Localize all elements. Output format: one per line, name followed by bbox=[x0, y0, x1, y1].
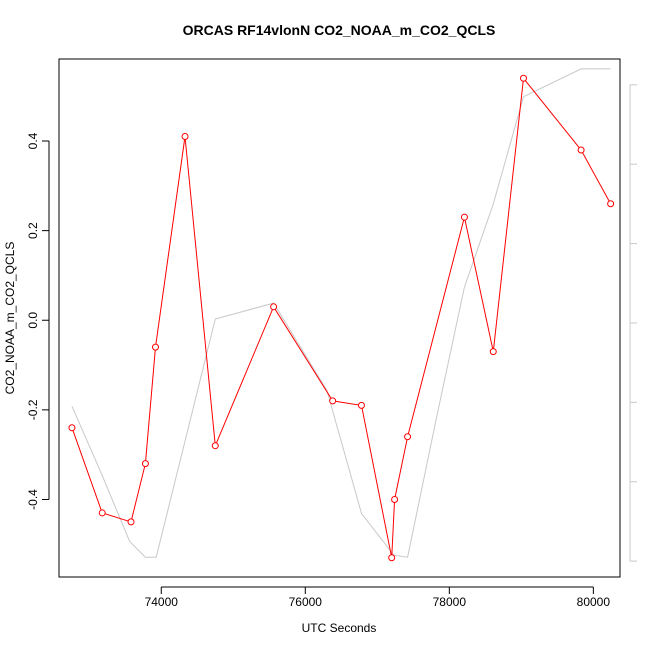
data-point bbox=[519, 74, 527, 82]
data-point bbox=[127, 518, 135, 526]
data-point bbox=[98, 509, 106, 517]
data-point bbox=[152, 343, 160, 351]
y-axis-title: CO2_NOAA_m_CO2_QCLS bbox=[3, 242, 17, 395]
y-axis-right: 020004000600080001000012000 bbox=[629, 68, 650, 565]
data-point bbox=[270, 303, 278, 311]
data-point bbox=[357, 401, 365, 409]
chart-title: ORCAS RF14vlonN CO2_NOAA_m_CO2_QCLS bbox=[183, 22, 496, 38]
x-tick-label: 80000 bbox=[577, 595, 611, 609]
y-tick-label: 0.4 bbox=[26, 132, 40, 149]
data-point bbox=[329, 397, 337, 405]
plot-frame bbox=[58, 58, 621, 578]
y-tick-label: -0.2 bbox=[26, 399, 40, 420]
data-point bbox=[391, 495, 399, 503]
data-point bbox=[577, 146, 585, 154]
x-tick-label: 78000 bbox=[433, 595, 467, 609]
y-tick-label: -0.4 bbox=[26, 489, 40, 510]
y-tick-label: 0.0 bbox=[26, 312, 40, 329]
data-point bbox=[141, 460, 149, 468]
data-point bbox=[181, 133, 189, 141]
x-tick-label: 76000 bbox=[289, 595, 323, 609]
series-line-right bbox=[71, 68, 611, 558]
data-point bbox=[68, 424, 76, 432]
data-point bbox=[460, 213, 468, 221]
data-point bbox=[489, 348, 497, 356]
data-point bbox=[404, 433, 412, 441]
series-line-left bbox=[71, 77, 612, 558]
x-axis: 74000 76000 78000 80000 bbox=[145, 586, 611, 609]
data-point bbox=[607, 200, 615, 208]
y-tick-label: 0.2 bbox=[26, 222, 40, 239]
x-axis-title: UTC Seconds bbox=[302, 621, 377, 635]
series-layer bbox=[68, 68, 615, 562]
data-point bbox=[211, 442, 219, 450]
y-axis-left: -0.4 -0.2 0.0 0.2 0.4 bbox=[26, 132, 50, 510]
x-tick-label: 74000 bbox=[145, 595, 179, 609]
data-point bbox=[388, 554, 396, 562]
